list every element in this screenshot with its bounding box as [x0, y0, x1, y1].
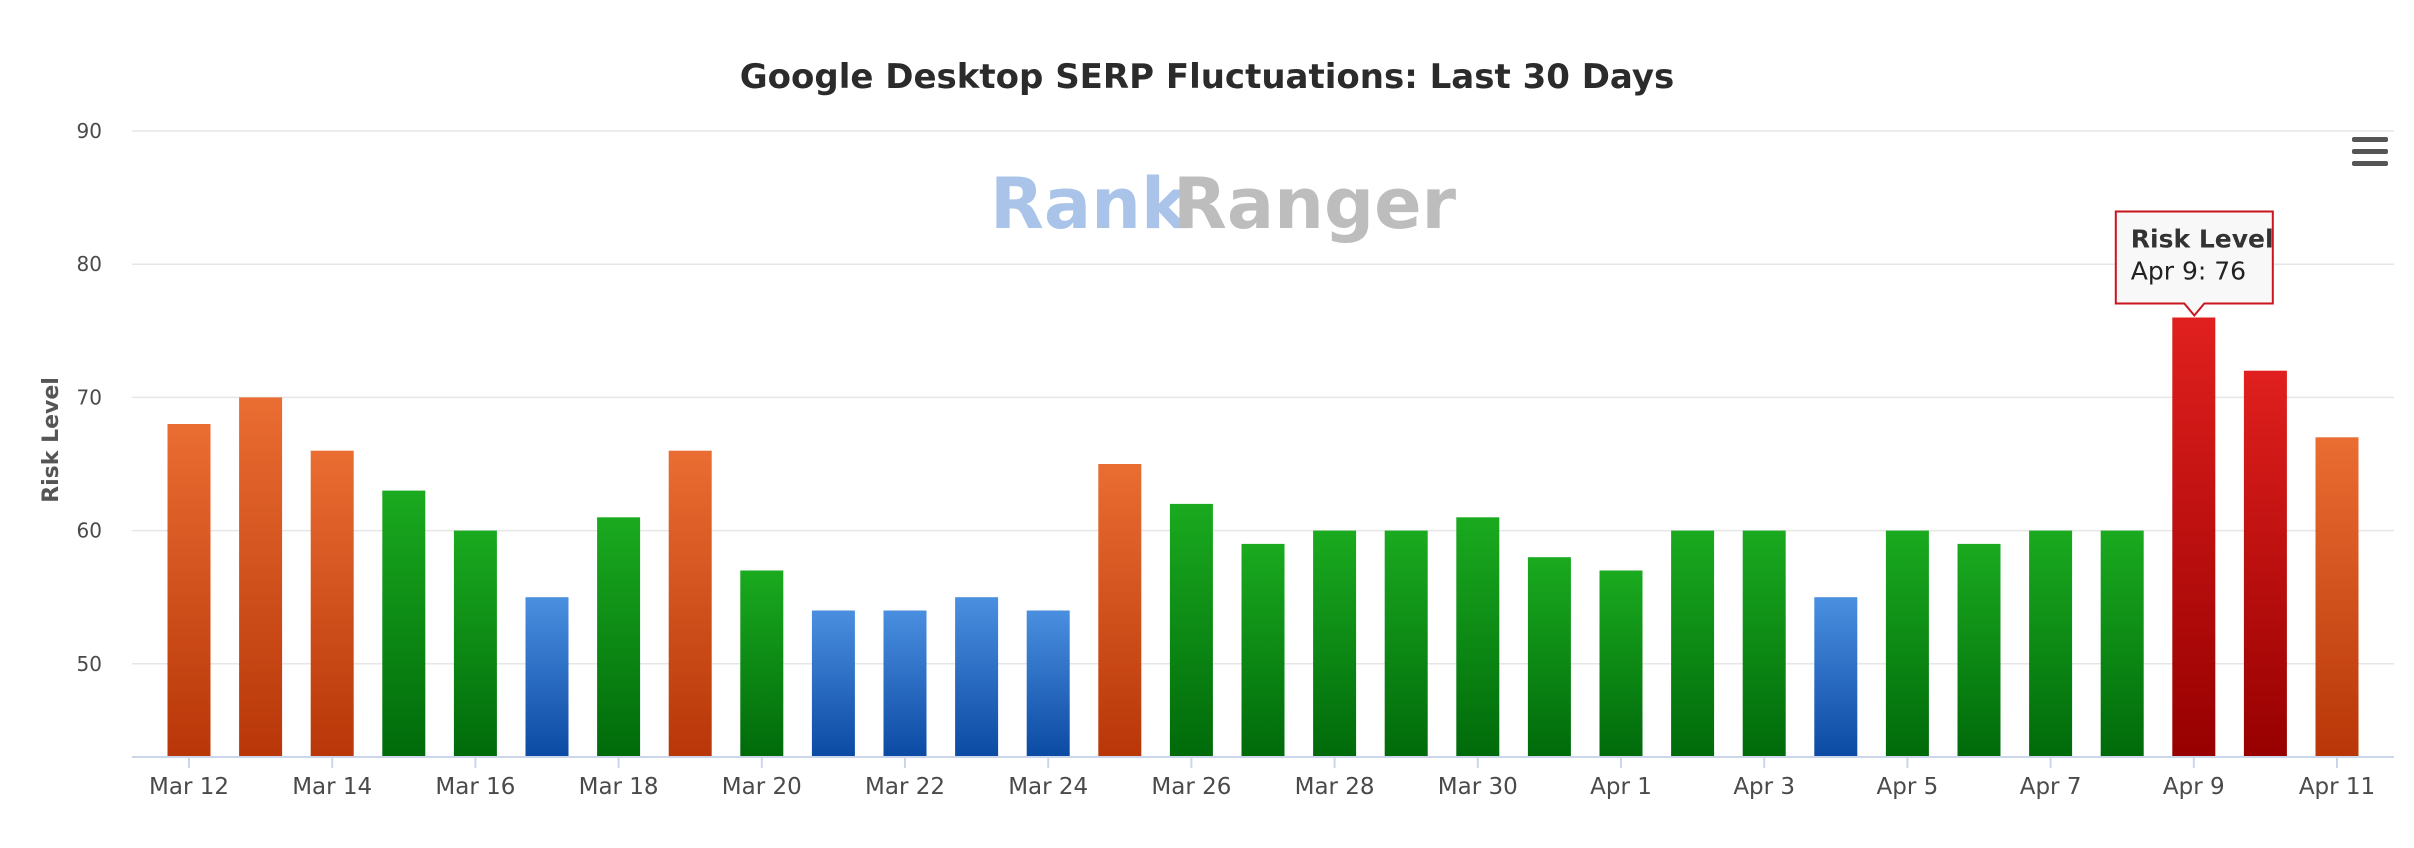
y-axis-label: Risk Level [39, 377, 64, 503]
bar-mar-12[interactable] [167, 424, 211, 757]
bar-mar-24[interactable] [1026, 610, 1070, 758]
watermark-part-1: Rank [990, 163, 1189, 245]
bar-mar-21[interactable] [811, 610, 855, 758]
x-tick-label: Apr 1 [1590, 774, 1652, 800]
watermark-logo: Rank Ranger [990, 163, 1457, 245]
bar-apr-5[interactable] [1885, 530, 1929, 757]
tooltip-value: Apr 9: 76 [2131, 256, 2246, 285]
bar-mar-23[interactable] [955, 597, 999, 757]
bar-mar-31[interactable] [1527, 557, 1571, 757]
bar-mar-13[interactable] [239, 397, 283, 757]
x-tick-label: Apr 11 [2299, 774, 2375, 800]
y-tick-label: 70 [77, 385, 102, 409]
bar-apr-8[interactable] [2100, 530, 2144, 757]
y-tick-label: 50 [77, 652, 102, 676]
y-tick-label: 60 [77, 519, 102, 543]
hamburger-menu-icon[interactable] [2340, 130, 2390, 172]
tooltip-title: Risk Level [2131, 224, 2274, 253]
bar-apr-1[interactable] [1599, 570, 1643, 758]
bar-apr-9[interactable] [2172, 317, 2216, 758]
bar-series[interactable] [167, 317, 2359, 758]
bar-mar-29[interactable] [1384, 530, 1428, 757]
x-tick-label: Mar 30 [1438, 774, 1518, 800]
x-tick-label: Apr 9 [2163, 774, 2225, 800]
bar-apr-3[interactable] [1742, 530, 1786, 757]
bar-apr-7[interactable] [2029, 530, 2073, 757]
bar-mar-16[interactable] [453, 530, 497, 757]
tooltip-box [2114, 210, 2274, 318]
x-tick-label: Mar 20 [722, 774, 802, 800]
x-tick-label: Mar 24 [1008, 774, 1088, 800]
bar-mar-30[interactable] [1456, 517, 1500, 757]
x-tick-label: Apr 5 [1877, 774, 1939, 800]
x-axis-ticks: Mar 12 Mar 14 Mar 16 Mar 18 Mar 20 Mar 22 Mar … [149, 757, 2375, 800]
grid-lines [132, 130, 2394, 665]
bar-apr-6[interactable] [1957, 543, 2001, 757]
bar-mar-26[interactable] [1169, 503, 1213, 757]
x-tick-label: Mar 26 [1151, 774, 1231, 800]
bar-mar-22[interactable] [883, 610, 927, 758]
bar-apr-4[interactable] [1814, 597, 1858, 757]
bar-apr-2[interactable] [1671, 530, 1715, 757]
bar-mar-20[interactable] [740, 570, 784, 758]
bar-mar-18[interactable] [597, 517, 641, 757]
bar-apr-11[interactable] [2315, 437, 2359, 757]
watermark-part-2: Ranger [1173, 163, 1457, 245]
bar-mar-17[interactable] [525, 597, 569, 757]
tooltip: Risk Level Apr 9: 76 [2114, 210, 2274, 318]
x-tick-label: Mar 18 [579, 774, 659, 800]
chart-title: Google Desktop SERP Fluctuations: Last 3… [740, 57, 1674, 97]
bar-mar-28[interactable] [1313, 530, 1357, 757]
bar-apr-10[interactable] [2243, 370, 2287, 757]
bar-mar-19[interactable] [668, 450, 712, 757]
x-tick-label: Mar 22 [865, 774, 945, 800]
x-tick-label: Mar 14 [292, 774, 372, 800]
y-tick-label: 80 [77, 252, 102, 276]
bar-mar-27[interactable] [1241, 543, 1285, 757]
x-tick-label: Mar 12 [149, 774, 229, 800]
x-tick-label: Apr 7 [2020, 774, 2082, 800]
x-tick-label: Apr 3 [1733, 774, 1795, 800]
bar-mar-15[interactable] [382, 490, 426, 757]
y-tick-label: 90 [77, 119, 102, 143]
bar-mar-25[interactable] [1098, 464, 1142, 757]
x-tick-label: Mar 16 [435, 774, 515, 800]
y-axis-ticks: 50 60 70 80 90 [77, 119, 102, 676]
x-tick-label: Mar 28 [1295, 774, 1375, 800]
bar-mar-14[interactable] [310, 450, 354, 757]
